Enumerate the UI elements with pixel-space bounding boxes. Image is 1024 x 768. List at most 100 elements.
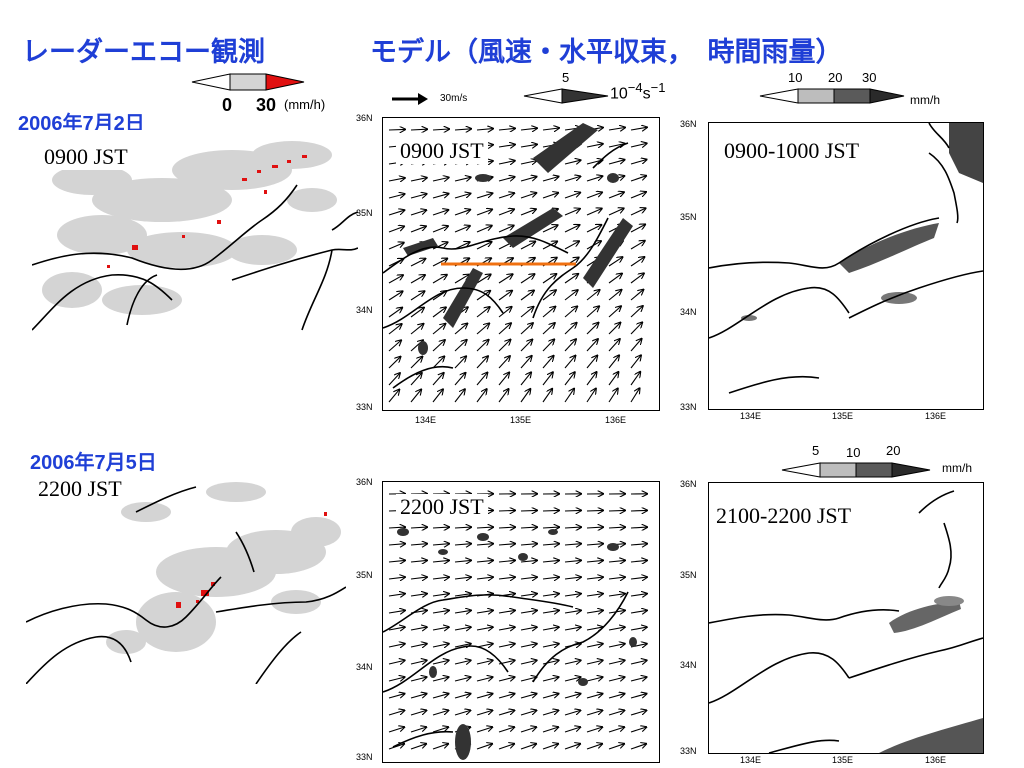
wind-vector <box>586 660 603 664</box>
wind-vector <box>432 527 449 528</box>
wind-vector <box>432 373 444 386</box>
wind-vector <box>432 340 445 352</box>
wind-vector <box>388 544 405 545</box>
wind-vector <box>586 176 602 182</box>
wind-vector <box>388 357 400 369</box>
wind-vector <box>410 744 426 750</box>
wind-vector <box>454 129 471 130</box>
wind-vector <box>454 694 470 699</box>
wind-vector <box>586 510 603 511</box>
wind-vector <box>388 594 405 596</box>
row1-model-lat-34: 34N <box>356 305 373 315</box>
wind-vector <box>520 577 537 579</box>
wind-vector <box>630 143 647 147</box>
wind-vector <box>564 225 579 233</box>
wind-vector <box>520 627 537 630</box>
wind-vector <box>520 544 537 545</box>
wind-vector <box>498 161 515 164</box>
wind-vector <box>432 644 449 647</box>
wind-vector <box>498 644 515 647</box>
wind-vector <box>476 710 492 716</box>
wind-vector <box>564 356 575 369</box>
wind-vector <box>520 291 534 301</box>
wind-vector <box>454 644 471 647</box>
wind-vector <box>608 694 624 699</box>
wind-vector <box>432 677 449 681</box>
row1-rain-lat-35: 35N <box>680 212 697 222</box>
row2-rain-time: 2100-2200 JST <box>712 503 856 529</box>
wind-vector <box>608 306 621 318</box>
row2-rain-lon-136: 136E <box>925 755 947 765</box>
wind-vector <box>542 560 559 562</box>
wind-vector <box>608 594 625 596</box>
wind-vector <box>586 372 597 386</box>
wind-vector <box>498 291 512 301</box>
wind-vector <box>476 275 491 284</box>
wind-vector <box>454 627 471 630</box>
row1-model-lon-136: 136E <box>605 415 627 425</box>
wind-vector <box>630 560 647 562</box>
row1-rain-lon-135: 135E <box>832 411 854 421</box>
wind-vector <box>630 594 647 596</box>
row2-model-lat-34: 34N <box>356 662 373 672</box>
wind-vector <box>410 226 426 233</box>
wind-vector <box>388 610 405 613</box>
wind-vector <box>586 710 602 716</box>
row1-model-lon-134: 134E <box>415 415 437 425</box>
radar-title: レーダーエコー観測 <box>22 37 265 68</box>
wind-vector <box>542 527 559 528</box>
wind-vector <box>586 744 602 750</box>
wind-vector <box>586 144 603 147</box>
wind-vector <box>388 194 405 198</box>
rain-bottom-v2: 10 <box>846 445 861 460</box>
wind-vector <box>630 710 646 716</box>
wind-vector <box>388 727 404 733</box>
wind-vector <box>410 727 426 733</box>
wind-vector <box>410 527 427 528</box>
wind-vector <box>388 324 402 335</box>
wind-vector <box>476 627 493 630</box>
wind-vector <box>476 527 493 528</box>
wind-vector <box>476 340 489 352</box>
wind-vector <box>586 356 597 369</box>
wind-vector <box>410 357 422 369</box>
unit-exponent-2: −1 <box>650 80 666 95</box>
wind-vector <box>498 710 514 716</box>
row2-rain-lon-135: 135E <box>832 755 854 765</box>
wind-vector <box>520 610 537 613</box>
wind-vector <box>564 510 581 511</box>
row1-model-lon-135: 135E <box>510 415 532 425</box>
wind-vector <box>476 210 492 216</box>
rain-bottom-v3: 20 <box>886 443 901 458</box>
wind-vector <box>608 160 624 165</box>
wind-vector <box>454 389 465 403</box>
wind-vector <box>542 356 554 369</box>
wind-vector <box>432 275 447 284</box>
wind-vector <box>454 677 471 681</box>
wind-vector <box>410 210 426 216</box>
radar-legend-min: 0 <box>222 95 233 115</box>
wind-vector <box>410 178 427 181</box>
wind-vector <box>410 577 427 579</box>
wind-vector <box>586 560 603 562</box>
wind-vector <box>476 577 493 579</box>
wind-vector <box>498 610 515 613</box>
row1-rain-time: 0900-1000 JST <box>720 138 864 164</box>
wind-vector <box>498 577 515 579</box>
wind-vector <box>432 627 449 630</box>
wind-vector <box>608 527 625 528</box>
row1-radar-time: 0900 JST <box>40 144 132 170</box>
wind-vector <box>388 694 404 699</box>
wind-vector <box>630 744 646 750</box>
wind-vector <box>476 373 487 386</box>
wind-vector <box>564 727 580 733</box>
wind-vector <box>432 242 448 250</box>
wind-vector <box>520 177 536 182</box>
wind-vector <box>520 373 531 386</box>
wind-vector <box>476 560 493 562</box>
row2-wind-vectors <box>383 482 659 760</box>
wind-vector <box>432 727 448 733</box>
wind-vector <box>454 226 470 233</box>
wind-vector <box>410 627 427 630</box>
wind-vector <box>476 291 490 301</box>
